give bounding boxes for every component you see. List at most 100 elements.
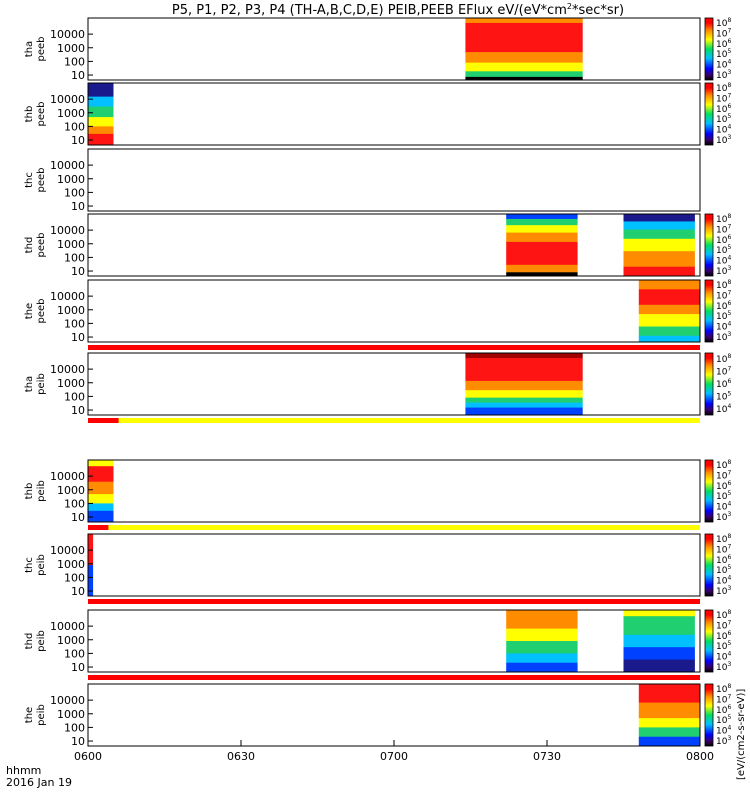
colorbar-unit-label: [eV/(cm2-s-sr-eV)] [736,689,747,780]
spectrogram-cell [623,221,695,230]
panel-label-probe: thc [24,172,35,188]
spectrogram-cell [638,280,700,290]
y-tick-label: 1000 [57,634,85,647]
colorbar-tick-label: 106 [716,103,731,115]
colorbar-tick-label: 108 [716,533,731,545]
spectrogram-cell [638,335,700,343]
panel-label-product: peeb [36,102,47,127]
spectrogram-cell [623,647,695,661]
panel-label-product: peib [36,630,47,652]
panel-label-probe: thd [24,237,35,254]
y-tick-label: 1000 [57,107,85,120]
colorbar-tick-label: 108 [716,82,731,94]
colorbar-tick-label: 104 [716,651,731,663]
colorbar-tick-label: 107 [716,470,731,482]
colorbar-tick-label: 104 [716,124,731,136]
colorbar-tick-label: 108 [716,353,731,365]
spectrogram-cell [506,264,578,273]
colorbar-tick-label: 105 [716,490,731,502]
y-tick-label: 10 [71,661,85,674]
panel-label-probe: thb [24,483,35,500]
colorbar-tick-label: 108 [716,459,731,471]
figure-title: P5, P1, P2, P3, P4 (TH-A,B,C,D,E) PEIB,P… [172,2,624,18]
panel-label-product: peib [36,554,47,576]
colorbar-tick-label: 105 [716,48,731,60]
colorbar [704,352,714,416]
y-tick-label: 10000 [50,363,85,376]
colorbar-tick-label: 104 [716,321,731,333]
panel-frame [87,148,701,212]
panel-label-probe: the [24,707,35,723]
x-tick-label: 0630 [227,750,255,763]
colorbar-tick-label: 104 [716,403,731,415]
spectrogram-cell [638,289,700,306]
colorbar-tick-label: 104 [716,575,731,587]
status-bar [88,675,700,680]
colorbar-tick-label: 108 [716,17,731,29]
spectrogram-cell [506,641,578,654]
x-tick-label: 0730 [533,750,561,763]
colorbar [704,683,714,747]
colorbar-tick-label: 106 [716,300,731,312]
y-tick-label: 1000 [57,708,85,721]
panel-frame [87,279,701,343]
panel-frame [87,82,701,146]
y-tick-label: 100 [64,251,85,264]
colorbar-tick-label: 107 [716,224,731,236]
colorbar-tick-label: 103 [716,265,731,277]
colorbar-tick-label: 103 [716,735,731,747]
spectrogram-cell [638,326,700,337]
x-tick-label: 0700 [380,750,408,763]
colorbar-tick-label: 108 [716,609,731,621]
colorbar-tick-label: 106 [716,630,731,642]
colorbar-tick-label: 106 [716,704,731,716]
status-bar [88,345,700,350]
spectrogram-cell [465,402,583,409]
colorbar-tick-label: 107 [716,620,731,632]
colorbar-tick-label: 104 [716,255,731,267]
spectrogram-cell [465,18,583,24]
spectrogram-cell [88,565,94,597]
colorbar-tick-label: 107 [716,93,731,105]
spectrogram-cell [465,52,583,64]
spectrogram-cell [88,106,114,118]
spectrogram-cell [88,117,114,127]
spectrogram-cell [638,304,700,315]
spectrogram-cell [623,214,695,222]
spectrogram-cell [88,466,114,483]
panel-frame [87,683,701,747]
spectrogram-cell [465,76,583,81]
colorbar-tick-label: 105 [716,244,731,256]
colorbar-tick-label: 107 [716,28,731,40]
colorbar [704,279,714,343]
x-tick-label: 0600 [74,750,102,763]
colorbar-tick-label: 108 [716,213,731,225]
y-tick-label: 10 [71,265,85,278]
colorbar [704,213,714,277]
y-tick-label: 10 [71,69,85,82]
panel-label-probe: tha [24,376,35,392]
x-tick-label: 0800 [686,750,714,763]
spectrogram-cell [88,83,114,98]
status-bar [88,418,700,423]
spectrogram-cell [623,266,695,277]
y-tick-label: 10 [71,200,85,213]
spectrogram-cell [465,357,583,382]
colorbar-tick-label: 105 [716,113,731,125]
y-tick-label: 100 [64,120,85,133]
colorbar-tick-label: 106 [716,234,731,246]
spectrogram-cell [506,662,578,673]
colorbar-tick-label: 105 [716,640,731,652]
spectrogram-cell [506,241,578,266]
colorbar-tick-label: 103 [716,69,731,81]
colorbar-tick-label: 103 [716,511,731,523]
spectrogram-cell [88,494,114,504]
spectrogram-cell [465,407,583,416]
y-tick-label: 1000 [57,377,85,390]
